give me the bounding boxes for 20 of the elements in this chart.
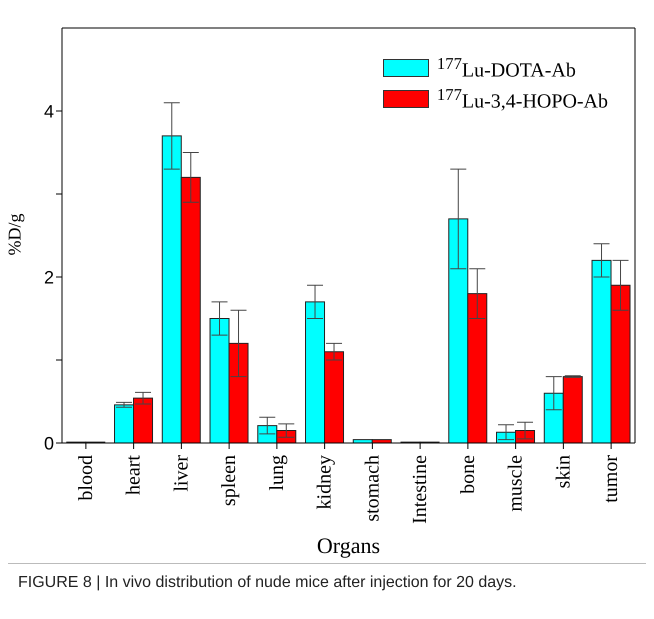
x-tick-label: Intestine — [409, 454, 432, 524]
y-tick-label: 4 — [44, 101, 54, 122]
x-tick-label: heart — [122, 454, 145, 495]
legend-label: $^{177}$Lu-DOTA-Ab — [436, 54, 576, 83]
x-tick-label: stomach — [361, 455, 384, 522]
x-tick-label: lung — [266, 455, 288, 491]
x-tick-label: tumor — [600, 454, 622, 503]
y-tick-label: 0 — [44, 433, 54, 454]
x-tick-label: bone — [456, 454, 479, 494]
x-tick-label: kidney — [314, 455, 336, 510]
x-tick-label: skin — [552, 455, 574, 488]
x-axis-title: Organs — [316, 533, 380, 558]
y-tick-label: 2 — [44, 267, 54, 288]
x-tick-label: muscle — [504, 454, 527, 512]
x-tick-label: spleen — [218, 455, 240, 506]
y-axis-title: %D/g — [4, 214, 24, 256]
caption: FIGURE 8 | In vivo distribution of nude mice after injection for 20 days. — [18, 574, 518, 592]
legend-label: $^{177}$Lu-3,4-HOPO-Ab — [436, 84, 608, 114]
x-tick-label: blood — [74, 455, 97, 501]
x-tick-label: liver — [170, 454, 192, 492]
